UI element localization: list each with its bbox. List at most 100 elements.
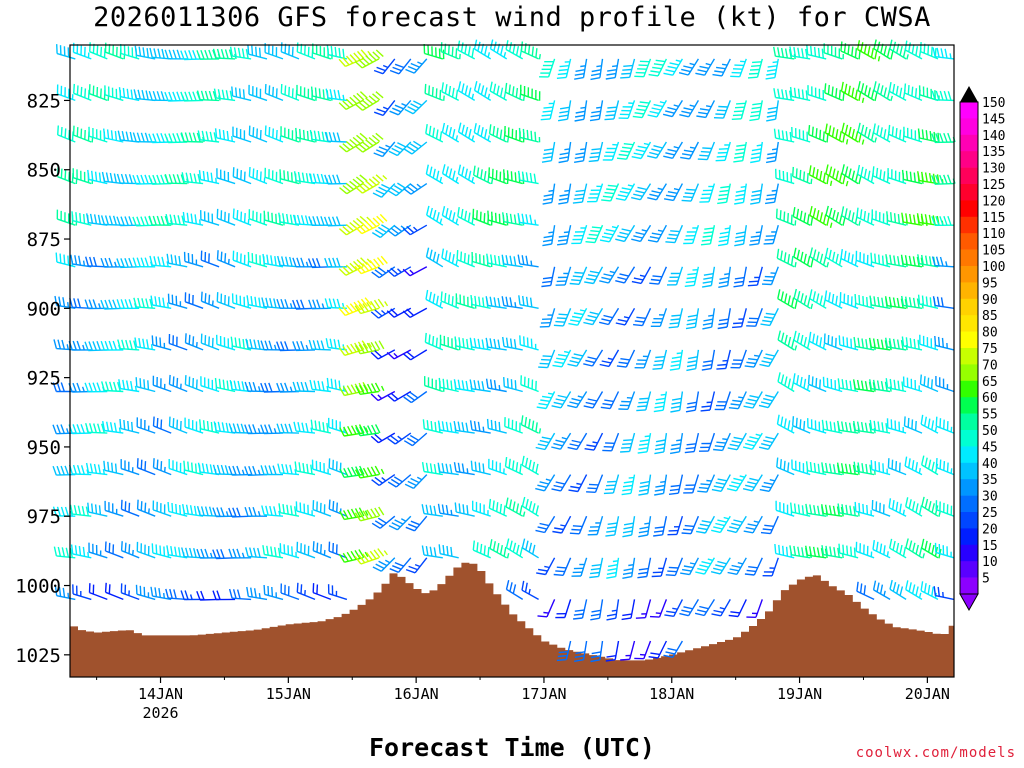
wind-barb xyxy=(308,339,331,351)
wind-barb xyxy=(869,379,892,393)
wind-barb xyxy=(373,58,396,75)
wind-barb xyxy=(246,586,268,601)
wind-barb xyxy=(717,225,731,247)
wind-barb xyxy=(389,99,412,116)
wind-barb xyxy=(261,505,284,517)
wind-barb xyxy=(553,557,572,576)
wind-barb xyxy=(167,501,188,517)
wind-barb xyxy=(903,416,923,434)
wind-barb xyxy=(825,164,849,187)
wind-barb xyxy=(711,599,731,617)
wind-barb xyxy=(505,580,524,600)
wind-barb xyxy=(324,257,347,268)
wind-barb xyxy=(402,266,428,277)
wind-barb xyxy=(620,640,636,661)
colorbar-label: 150 xyxy=(982,96,1005,111)
wind-barb xyxy=(839,292,859,309)
wind-barb xyxy=(649,599,668,618)
wind-barb xyxy=(775,208,797,226)
wind-barb xyxy=(765,183,779,205)
wind-barb xyxy=(133,297,156,309)
wind-barb xyxy=(521,455,539,476)
wind-barb xyxy=(328,499,348,517)
wind-barb xyxy=(809,289,827,309)
colorbar-swatch xyxy=(960,102,978,119)
wind-barb xyxy=(370,390,396,402)
wind-barb xyxy=(666,266,684,286)
wind-barb xyxy=(888,81,907,102)
wind-barb xyxy=(296,84,317,102)
wind-barb xyxy=(425,123,444,143)
wind-barb xyxy=(777,330,798,351)
colorbar-swatch xyxy=(960,315,978,332)
wind-barb xyxy=(182,503,204,517)
wind-barb xyxy=(324,174,347,185)
wind-barb xyxy=(600,391,620,410)
wind-barb xyxy=(324,131,347,143)
wind-barb xyxy=(667,515,684,536)
wind-barb xyxy=(244,465,268,476)
wind-barb xyxy=(620,432,636,453)
wind-barb xyxy=(695,557,715,575)
wind-barb xyxy=(246,295,268,309)
wind-barb xyxy=(453,420,475,434)
wind-barb xyxy=(615,224,636,243)
wind-barb xyxy=(260,424,284,435)
wind-barb xyxy=(404,99,428,115)
wind-barb xyxy=(632,100,652,119)
wind-barb xyxy=(338,91,368,111)
wind-barb xyxy=(765,58,779,80)
plot-area xyxy=(69,44,955,678)
wind-barb xyxy=(56,84,76,102)
wind-barb xyxy=(541,141,556,163)
wind-barb xyxy=(457,81,476,102)
wind-barb xyxy=(424,332,444,351)
credit-link[interactable]: coolwx.com/models xyxy=(855,745,1016,761)
wind-barb xyxy=(590,599,604,621)
wind-barb xyxy=(652,349,668,370)
y-tick-label: 850 xyxy=(27,160,61,182)
wind-barb xyxy=(935,500,955,517)
wind-barb xyxy=(806,45,827,60)
wind-barb xyxy=(150,295,172,309)
wind-barb xyxy=(472,500,491,517)
wind-barb xyxy=(889,538,907,559)
wind-barb xyxy=(634,640,652,660)
wind-barb xyxy=(648,58,668,77)
wind-barb xyxy=(744,557,763,576)
colorbar-label: 15 xyxy=(982,539,998,554)
wind-barb xyxy=(296,541,316,559)
wind-barb xyxy=(557,225,572,246)
wind-barb xyxy=(472,540,491,559)
wind-barb xyxy=(792,166,813,185)
wind-barb xyxy=(535,474,556,492)
wind-barb xyxy=(840,249,859,268)
wind-barb xyxy=(777,289,798,309)
wind-barb xyxy=(762,557,779,577)
wind-barb xyxy=(262,253,284,268)
plot-frame xyxy=(69,44,955,678)
wind-barb xyxy=(697,141,716,161)
colorbar-swatch xyxy=(960,528,978,546)
colorbar-swatch xyxy=(960,364,978,382)
wind-barb xyxy=(931,215,955,226)
wind-barb xyxy=(338,257,372,276)
wind-barb xyxy=(53,546,76,559)
wind-barb xyxy=(504,457,523,476)
wind-barb xyxy=(104,582,124,601)
wind-barb xyxy=(279,543,300,559)
wind-barb xyxy=(824,290,843,309)
colorbar-label: 50 xyxy=(982,424,998,439)
wind-barb xyxy=(54,295,76,309)
x-tick-label: 16JAN xyxy=(394,685,439,703)
wind-barb xyxy=(584,432,604,451)
wind-barb xyxy=(520,41,541,60)
colorbar-label: 100 xyxy=(982,260,1005,275)
wind-barb xyxy=(310,419,332,434)
x-tick-label: 17JAN xyxy=(521,685,566,703)
wind-barb xyxy=(714,391,731,411)
wind-barb xyxy=(120,541,140,559)
wind-barb xyxy=(120,459,140,476)
wind-barb xyxy=(312,583,332,601)
